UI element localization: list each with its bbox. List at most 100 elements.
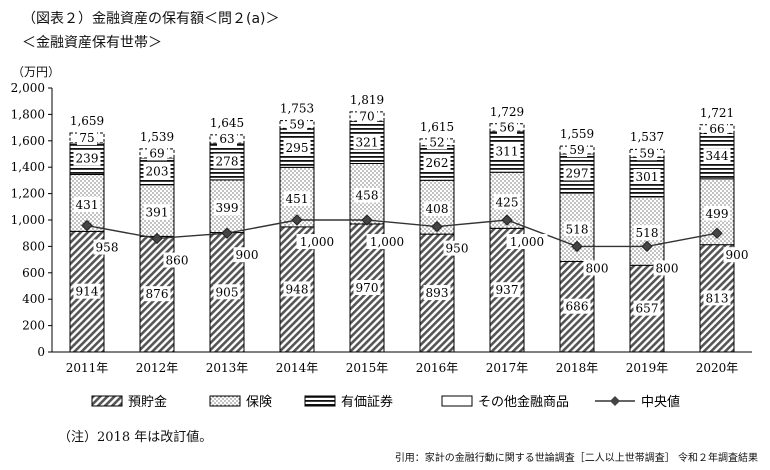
- y-tick-label: 1,200: [11, 187, 45, 201]
- median-label-bg: [443, 240, 471, 256]
- value-label-bg: [563, 298, 591, 314]
- value-label-insurance: 518: [636, 226, 659, 240]
- source-citation: 引用：家計の金融行動に関する世論調査［二人以上世帯調査］ 令和２年調査結果: [394, 453, 758, 464]
- value-label-insurance: 431: [76, 198, 99, 212]
- median-label-bg: [506, 234, 548, 249]
- value-label-bg: [703, 290, 731, 306]
- value-label-bg: [633, 225, 661, 241]
- value-label-other: 59: [639, 146, 654, 160]
- value-label-savings: 948: [286, 282, 309, 296]
- value-label-savings: 905: [216, 285, 239, 299]
- value-label-other: 59: [289, 117, 304, 131]
- median-label-bg: [583, 260, 611, 276]
- value-label-bg: [707, 121, 727, 137]
- x-tick-label: 2011年: [66, 361, 109, 375]
- value-label-bg: [143, 163, 171, 179]
- median-label-bg: [93, 239, 121, 255]
- legend-savings-swatch: [91, 395, 123, 407]
- y-tick-label: 1,000: [11, 213, 45, 227]
- median-point: [641, 240, 653, 253]
- value-label-bg: [217, 131, 237, 147]
- value-label-insurance: 458: [356, 189, 379, 203]
- total-label: 1,753: [280, 102, 314, 116]
- legend-insurance-label: 保険: [246, 395, 272, 410]
- value-label-bg: [213, 284, 241, 300]
- median-label: 1,000: [300, 235, 334, 249]
- median-point: [291, 214, 303, 226]
- value-label-bg: [427, 134, 447, 150]
- value-label-savings: 876: [146, 287, 169, 301]
- value-label-bg: [353, 187, 381, 203]
- value-label-bg: [637, 145, 657, 161]
- value-label-savings: 657: [636, 302, 659, 316]
- value-label-bg: [213, 153, 241, 169]
- x-tick-label: 2015年: [346, 361, 389, 375]
- median-label: 900: [726, 248, 749, 262]
- y-tick-label: 1,400: [11, 160, 45, 174]
- y-tick-label: 400: [22, 292, 45, 306]
- x-tick-label: 2014年: [276, 361, 319, 375]
- value-label-bg: [73, 150, 101, 166]
- value-label-securities: 278: [216, 155, 239, 169]
- value-label-bg: [77, 129, 97, 145]
- chart-subtitle: ＜金融資産保有世帯＞: [22, 35, 162, 51]
- y-tick-label: 2,000: [11, 81, 45, 95]
- median-label-bg: [653, 260, 681, 276]
- value-label-savings: 937: [496, 283, 519, 297]
- median-line: [86, 219, 718, 248]
- value-label-bg: [353, 279, 381, 295]
- value-label-securities: 262: [426, 156, 449, 170]
- total-label: 1,659: [70, 114, 104, 128]
- total-label: 1,645: [210, 116, 244, 130]
- value-label-bg: [563, 221, 591, 237]
- value-label-bg: [353, 134, 381, 150]
- legend-securities-label: 有価証券: [341, 394, 393, 410]
- value-label-insurance: 425: [496, 195, 519, 209]
- total-label: 1,559: [560, 127, 594, 141]
- value-label-bg: [287, 116, 307, 132]
- y-tick-label: 800: [22, 239, 45, 253]
- value-label-bg: [147, 145, 167, 161]
- median-point: [571, 240, 583, 253]
- total-label: 1,615: [420, 120, 454, 134]
- median-point: [221, 227, 233, 239]
- value-label-savings: 813: [706, 291, 729, 305]
- value-label-insurance: 499: [706, 207, 729, 221]
- value-label-other: 59: [569, 143, 584, 157]
- y-axis-unit: （万円）: [12, 65, 61, 79]
- x-tick-label: 2018年: [556, 361, 599, 375]
- value-label-other: 75: [79, 131, 94, 145]
- value-label-bg: [703, 148, 731, 164]
- value-label-bg: [283, 191, 311, 207]
- median-point: [81, 219, 93, 232]
- value-label-other: 66: [709, 122, 724, 136]
- value-label-bg: [493, 143, 521, 159]
- value-label-bg: [73, 196, 101, 212]
- median-label-bg: [233, 247, 261, 263]
- median-label: 1,000: [510, 235, 544, 249]
- x-tick-label: 2017年: [486, 361, 529, 375]
- median-label: 1,000: [370, 235, 404, 249]
- value-label-savings: 893: [426, 286, 449, 300]
- median-point: [501, 214, 513, 226]
- legend-other-label: その他金融商品: [478, 394, 569, 410]
- legend-other-swatch: [441, 395, 473, 407]
- legend-securities-swatch: [304, 395, 336, 407]
- value-label-bg: [283, 281, 311, 297]
- legend-savings-label: 預貯金: [128, 394, 167, 410]
- value-label-bg: [563, 165, 591, 181]
- chart-title: （図表２）金融資産の保有額＜問２(a)＞: [22, 11, 280, 27]
- value-label-bg: [633, 300, 661, 316]
- median-label: 860: [166, 253, 189, 267]
- value-label-other: 52: [429, 135, 444, 149]
- median-label: 900: [236, 248, 259, 262]
- value-label-bg: [703, 205, 731, 221]
- median-label-bg: [366, 234, 408, 249]
- y-tick-label: 600: [22, 266, 45, 280]
- value-label-securities: 203: [146, 164, 169, 178]
- value-label-securities: 301: [636, 170, 659, 184]
- value-label-bg: [633, 169, 661, 185]
- total-label: 1,539: [140, 130, 174, 144]
- median-label: 800: [656, 261, 679, 275]
